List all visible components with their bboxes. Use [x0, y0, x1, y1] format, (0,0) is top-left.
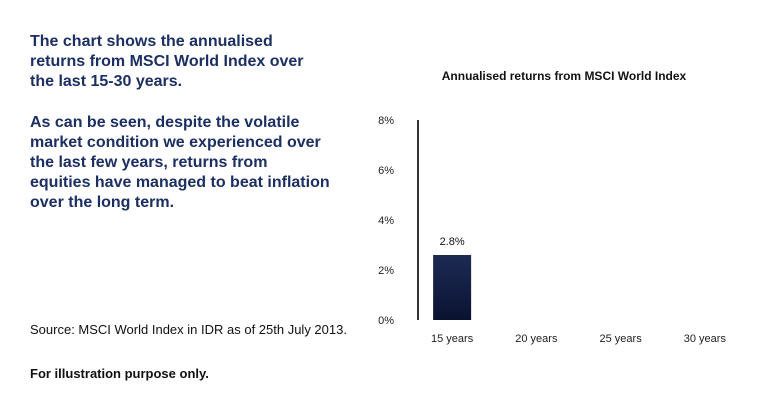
- y-tick-label: 8%: [378, 115, 394, 127]
- y-tick-label: 6%: [378, 165, 394, 177]
- returns-bar-chart: Annualised returns from MSCI World Index…: [378, 69, 726, 345]
- x-category-label: 30 years: [684, 333, 727, 345]
- bar-15-years: [433, 255, 472, 320]
- y-tick-label: 4%: [378, 215, 394, 227]
- bars-group: 2.8%: [433, 236, 472, 320]
- intro-paragraph-2: As can be seen, despite the volatile mar…: [30, 114, 330, 211]
- chart-title: Annualised returns from MSCI World Index: [442, 69, 687, 83]
- intro-paragraph-1: The chart shows the annualised returns f…: [30, 33, 304, 90]
- x-axis-categories: 15 years 20 years 25 years 30 years: [431, 333, 726, 345]
- disclaimer-note: For illustration purpose only.: [30, 366, 209, 381]
- y-axis-ticks: 0% 2% 4% 6% 8%: [378, 115, 394, 327]
- x-category-label: 25 years: [600, 333, 643, 345]
- y-tick-label: 2%: [378, 265, 394, 277]
- bar-data-label: 2.8%: [440, 236, 465, 248]
- source-note: Source: MSCI World Index in IDR as of 25…: [30, 322, 347, 337]
- chart-container: Annualised returns from MSCI World Index…: [360, 60, 770, 360]
- intro-text: The chart shows the annualised returns f…: [30, 32, 330, 213]
- x-category-label: 20 years: [515, 333, 558, 345]
- y-tick-label: 0%: [378, 315, 394, 327]
- x-category-label: 15 years: [431, 333, 474, 345]
